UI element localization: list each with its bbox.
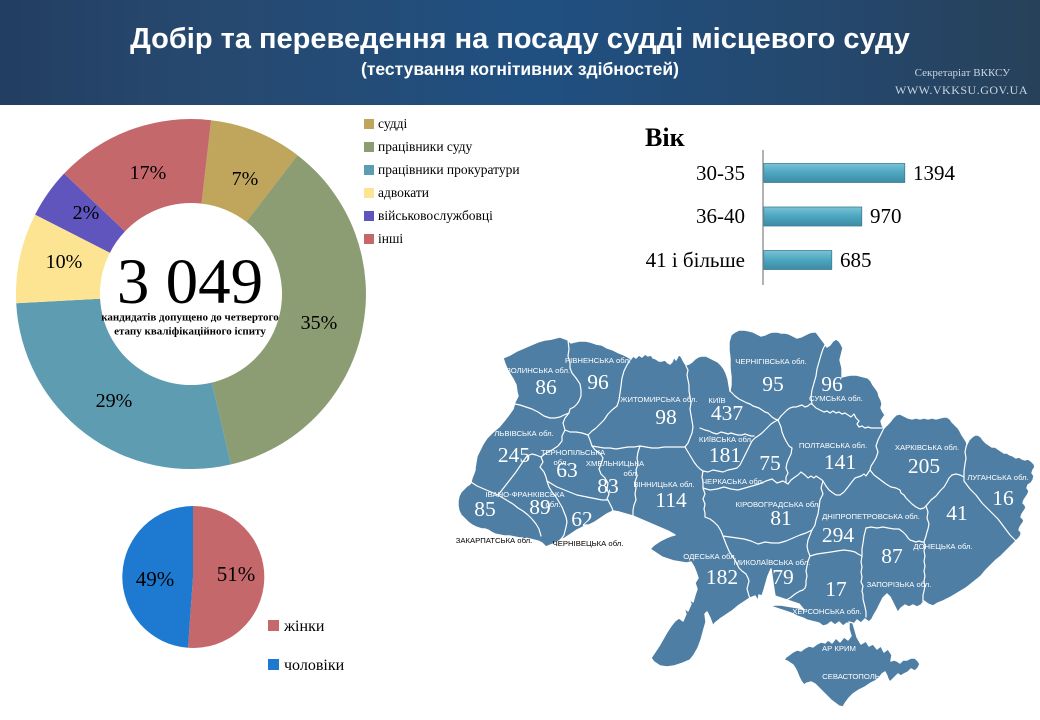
svg-text:ІВАНО-ФРАНКІВСЬКА: ІВАНО-ФРАНКІВСЬКА (485, 490, 565, 499)
svg-text:ПОЛТАВСЬКА обл.: ПОЛТАВСЬКА обл. (799, 441, 867, 450)
svg-text:86: 86 (535, 375, 557, 399)
svg-text:41 і більше: 41 і більше (646, 248, 745, 272)
svg-text:10%: 10% (46, 251, 83, 273)
svg-text:245: 245 (498, 443, 530, 467)
svg-text:29%: 29% (96, 390, 133, 412)
svg-text:КИЇВСЬКА обл.: КИЇВСЬКА обл. (699, 435, 753, 444)
svg-text:кандидатів допущено до четверт: кандидатів допущено до четвертого (101, 312, 279, 324)
svg-text:79: 79 (772, 565, 794, 589)
svg-text:ТЕРНОПІЛЬСЬКА: ТЕРНОПІЛЬСЬКА (541, 448, 606, 457)
svg-text:85: 85 (474, 497, 496, 521)
svg-text:ЛЬВІВСЬКА обл.: ЛЬВІВСЬКА обл. (494, 429, 554, 438)
svg-text:95: 95 (762, 372, 784, 396)
svg-text:ЛУГАНСЬКА обл.: ЛУГАНСЬКА обл. (967, 473, 1029, 482)
svg-text:АР КРИМ: АР КРИМ (822, 644, 856, 653)
svg-text:СУМСЬКА обл.: СУМСЬКА обл. (809, 394, 863, 403)
svg-text:РІВНЕНСЬКА обл.: РІВНЕНСЬКА обл. (565, 356, 631, 365)
svg-text:3 049: 3 049 (117, 246, 263, 318)
svg-text:182: 182 (706, 565, 738, 589)
svg-text:Вік: Вік (645, 123, 685, 152)
svg-text:ХМЕЛЬНИЦЬКА: ХМЕЛЬНИЦЬКА (586, 459, 645, 468)
svg-text:ЗАПОРІЗЬКА обл.: ЗАПОРІЗЬКА обл. (867, 580, 932, 589)
svg-text:35%: 35% (301, 312, 338, 334)
svg-text:41: 41 (946, 501, 968, 525)
svg-text:16: 16 (992, 486, 1014, 510)
svg-text:СЕВАСТОПОЛЬ: СЕВАСТОПОЛЬ (822, 672, 880, 681)
svg-text:обл.: обл. (554, 458, 569, 467)
svg-text:75: 75 (759, 451, 781, 475)
svg-text:ЖИТОМИРСЬКА обл.: ЖИТОМИРСЬКА обл. (620, 395, 697, 404)
svg-text:17: 17 (825, 577, 847, 601)
svg-text:685: 685 (840, 248, 872, 272)
svg-text:114: 114 (655, 488, 687, 512)
svg-text:ВІННИЦЬКА обл.: ВІННИЦЬКА обл. (633, 480, 694, 489)
svg-text:141: 141 (824, 450, 856, 474)
svg-text:36-40: 36-40 (696, 204, 745, 228)
svg-text:63: 63 (556, 458, 578, 482)
svg-text:62: 62 (571, 507, 593, 531)
svg-text:181: 181 (709, 443, 741, 467)
svg-text:81: 81 (770, 506, 792, 530)
svg-text:ЧЕРНІВЕЦЬКА обл.: ЧЕРНІВЕЦЬКА обл. (553, 539, 624, 548)
svg-text:970: 970 (870, 204, 902, 228)
svg-text:ДОНЕЦЬКА обл.: ДОНЕЦЬКА обл. (913, 542, 972, 551)
svg-text:51%: 51% (217, 562, 256, 586)
svg-text:98: 98 (655, 405, 677, 429)
svg-text:КІРОВОГРАДСЬКА обл.: КІРОВОГРАДСЬКА обл. (735, 500, 820, 509)
svg-text:96: 96 (587, 370, 609, 394)
svg-text:КИЇВ: КИЇВ (708, 396, 725, 405)
svg-text:ЗАКАРПАТСЬКА обл.: ЗАКАРПАТСЬКА обл. (456, 536, 533, 545)
svg-text:ХЕРСОНСЬКА обл.: ХЕРСОНСЬКА обл. (792, 607, 862, 616)
svg-text:обл.: обл. (546, 500, 561, 509)
svg-text:87: 87 (881, 544, 903, 568)
svg-text:ЧЕРНІГІВСЬКА обл.: ЧЕРНІГІВСЬКА обл. (735, 357, 807, 366)
svg-text:ЧЕРКАСЬКА обл.: ЧЕРКАСЬКА обл. (702, 477, 764, 486)
svg-text:МИКОЛАЇВСЬКА обл.: МИКОЛАЇВСЬКА обл. (734, 558, 811, 567)
svg-text:89: 89 (529, 495, 551, 519)
svg-text:1394: 1394 (913, 161, 956, 185)
svg-text:49%: 49% (136, 567, 175, 591)
svg-text:ХАРКІВСЬКА обл.: ХАРКІВСЬКА обл. (895, 443, 959, 452)
svg-text:2%: 2% (73, 202, 100, 224)
svg-text:30-35: 30-35 (696, 161, 745, 185)
svg-text:17%: 17% (130, 162, 167, 184)
svg-text:7%: 7% (232, 168, 259, 190)
svg-text:96: 96 (821, 372, 843, 396)
svg-text:ВОЛИНСЬКА обл.: ВОЛИНСЬКА обл. (506, 366, 570, 375)
svg-text:294: 294 (822, 523, 855, 547)
svg-text:ОДЕСЬКА обл.: ОДЕСЬКА обл. (683, 552, 736, 561)
svg-text:437: 437 (711, 401, 744, 425)
svg-text:етапу кваліфікаційного іспиту: етапу кваліфікаційного іспиту (114, 326, 266, 338)
svg-text:обл.: обл. (624, 469, 639, 478)
svg-text:ДНІПРОПЕТРОВСЬКА обл.: ДНІПРОПЕТРОВСЬКА обл. (822, 512, 920, 521)
svg-text:83: 83 (597, 474, 619, 498)
svg-text:205: 205 (908, 454, 940, 478)
